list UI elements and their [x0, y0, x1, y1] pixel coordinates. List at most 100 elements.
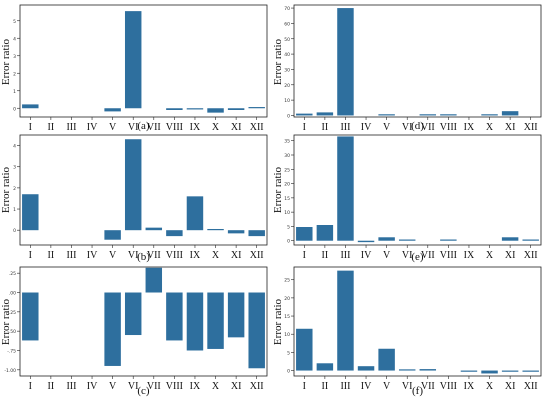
x-tick-label: I — [303, 122, 306, 133]
bar-II — [316, 363, 334, 371]
bar-IX — [186, 292, 204, 351]
x-tick-label: VIII — [166, 122, 183, 133]
x-tick-label: II — [322, 381, 329, 392]
x-tick-label: VI — [402, 381, 413, 392]
y-tick-label: 0 — [13, 106, 16, 112]
bar-II — [316, 112, 334, 116]
x-tick-label: VII — [147, 250, 161, 261]
bar-VIII — [166, 108, 183, 110]
x-tick-label: IX — [464, 381, 475, 392]
y-tick-label: 15 — [284, 314, 290, 320]
x-tick-label: VIII — [440, 250, 457, 261]
panel-label: (a) — [137, 120, 150, 132]
bar-XII — [248, 292, 265, 369]
x-tick-label: X — [212, 122, 220, 133]
x-tick-label: IX — [464, 122, 475, 133]
panel-label: (f) — [412, 385, 423, 397]
y-tick-label: 5 — [287, 350, 290, 356]
y-tick-label: 5 — [13, 19, 16, 25]
x-tick-label: V — [109, 381, 117, 392]
x-tick-label: III — [66, 381, 76, 392]
x-tick-label: IV — [87, 381, 98, 392]
x-tick-label: XII — [524, 122, 538, 133]
y-tick-label: 0 — [13, 228, 16, 234]
bar-III — [337, 8, 354, 116]
y-tick-label: 0 — [287, 239, 290, 245]
panel-label: (d) — [411, 120, 424, 132]
y-tick-label: 4 — [13, 36, 16, 42]
y-tick-label: 20 — [284, 83, 290, 89]
x-tick-label: V — [383, 381, 391, 392]
x-tick-label: VI — [128, 381, 139, 392]
x-tick-label: X — [486, 122, 494, 133]
x-tick-label: XI — [505, 381, 516, 392]
bar-XI — [227, 108, 245, 110]
plot-frame — [293, 134, 542, 246]
bar-VI — [124, 139, 142, 231]
x-tick-label: II — [322, 250, 329, 261]
y-tick-label: 30 — [284, 153, 290, 159]
x-tick-label: I — [29, 381, 32, 392]
bar-I — [22, 292, 39, 341]
bar-XII — [248, 230, 265, 237]
y-tick-label: 5 — [287, 224, 290, 230]
x-tick-label: XII — [250, 381, 264, 392]
plot-frame — [293, 4, 542, 118]
bar-XI — [501, 370, 519, 372]
bar-VIII — [440, 114, 457, 116]
x-tick-label: VI — [402, 122, 413, 133]
x-tick-label: IX — [190, 122, 201, 133]
bar-VIII — [166, 230, 183, 237]
y-axis-title: Error ratio — [0, 38, 12, 85]
x-tick-label: XII — [250, 250, 264, 261]
x-tick-label: VI — [128, 122, 139, 133]
bar-X — [207, 292, 224, 349]
y-tick-label: 4 — [13, 144, 16, 150]
bar-XI — [501, 237, 519, 241]
y-tick-label: 35 — [284, 139, 290, 145]
y-axis-title: Error ratio — [0, 166, 12, 213]
x-tick-label: VIII — [166, 381, 183, 392]
bar-VII — [145, 227, 163, 231]
x-tick-label: X — [486, 381, 494, 392]
x-tick-label: IX — [190, 381, 201, 392]
panel-label: (c) — [137, 385, 150, 397]
bar-V — [104, 108, 121, 112]
x-tick-label: XII — [250, 122, 264, 133]
x-tick-label: IV — [361, 250, 372, 261]
bar-X — [481, 114, 498, 116]
y-tick-label: -.75 — [7, 348, 16, 354]
x-tick-label: XI — [505, 250, 516, 261]
bar-II — [316, 225, 334, 241]
bar-VIII — [440, 239, 457, 241]
bar-VI — [124, 292, 142, 336]
x-tick-label: I — [303, 250, 306, 261]
x-tick-label: XI — [231, 122, 242, 133]
bar-XII — [522, 239, 539, 241]
bar-IV — [357, 240, 375, 243]
x-tick-label: I — [29, 122, 32, 133]
bar-I — [22, 194, 39, 231]
y-tick-label: 0 — [287, 369, 290, 375]
bar-V — [104, 292, 121, 366]
bar-X — [207, 108, 224, 113]
x-tick-label: III — [340, 250, 350, 261]
panel-label: (b) — [137, 251, 150, 263]
chart-panel-5: -1.00-.75-.50-.25.00.25I II III IV V VI VII VII… — [0, 266, 268, 397]
x-tick-label: IV — [87, 250, 98, 261]
y-tick-label: 10 — [284, 210, 290, 216]
y-axis-title: Error ratio — [0, 298, 12, 345]
x-tick-label: V — [109, 122, 117, 133]
y-tick-label: 3 — [13, 54, 16, 60]
x-tick-label: VII — [147, 381, 161, 392]
x-tick-label: IV — [361, 381, 372, 392]
y-tick-label: 2 — [13, 71, 16, 77]
x-tick-label: XI — [505, 122, 516, 133]
y-tick-label: 20 — [284, 182, 290, 188]
bar-XII — [248, 107, 265, 109]
plot-frame — [293, 266, 542, 377]
x-tick-label: X — [212, 381, 220, 392]
